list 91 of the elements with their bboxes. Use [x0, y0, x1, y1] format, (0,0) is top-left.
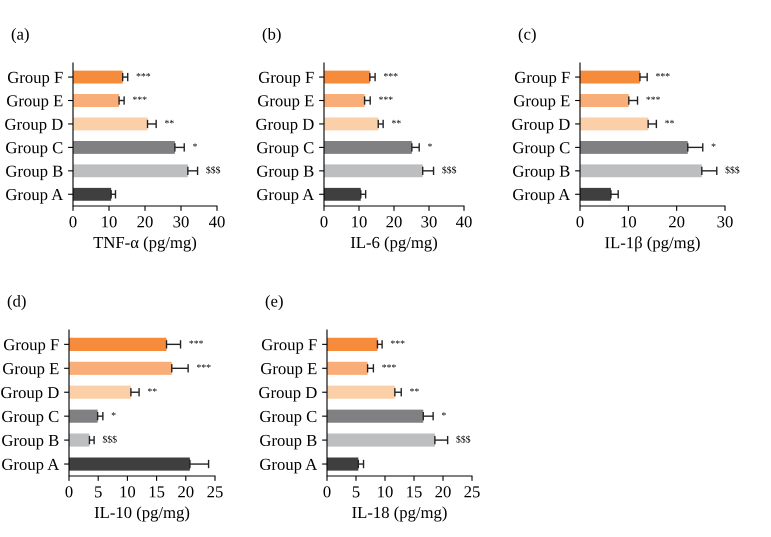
y-tick-label: Group C [260, 410, 316, 426]
x-tick-label: 25 [464, 486, 480, 498]
annotation: $$$ [442, 166, 456, 174]
x-tick-label: 0 [69, 216, 77, 228]
x-tick-label: 0 [576, 216, 584, 228]
annotation: *** [189, 340, 203, 344]
annotation: ** [164, 120, 174, 124]
annotation: ** [410, 388, 419, 392]
x-tick-label: 15 [407, 486, 422, 498]
y-tick-label: Group F [514, 72, 570, 86]
y-tick-label: Group F [8, 72, 63, 86]
annotation: ** [148, 388, 157, 392]
y-tick-label: Group B [513, 166, 570, 180]
annotation: $$$ [102, 435, 117, 444]
x-tick-label: 0 [320, 216, 328, 228]
x-tick-label: 25 [207, 486, 223, 498]
annotation: *** [132, 96, 147, 100]
y-tick-label: Group C [257, 142, 314, 157]
annotation: $$$ [206, 166, 220, 174]
x-tick-label: 40 [456, 216, 472, 228]
annotation: *** [656, 73, 670, 77]
annotation: *** [196, 364, 211, 368]
chart-title: (d) [8, 295, 26, 310]
y-tick-label: Group B [6, 166, 62, 180]
y-tick-label: Group E [514, 95, 570, 110]
x-axis-title: IL-6 (pg/mg) [350, 236, 438, 252]
x-tick-label: 0 [323, 486, 331, 498]
y-tick-label: Group E [258, 95, 314, 110]
annotation: *** [136, 73, 150, 77]
chart-title: (b) [262, 28, 281, 44]
x-tick-label: 10 [378, 486, 393, 498]
annotation: * [428, 143, 432, 147]
y-tick-label: Group A [513, 189, 570, 204]
y-tick-label: Group D [5, 118, 63, 134]
y-tick-label: Group D [512, 118, 570, 134]
annotation: $$$ [456, 435, 470, 444]
y-tick-label: Group A [260, 458, 318, 474]
y-tick-label: Group B [257, 166, 314, 180]
y-tick-label: Group E [261, 363, 316, 378]
y-tick-label: Group A [257, 189, 314, 204]
y-tick-label: Group B [2, 434, 58, 450]
x-axis-title: IL-18 (pg/mg) [352, 506, 447, 522]
annotation: ** [665, 120, 674, 124]
annotation: * [193, 143, 197, 147]
x-tick-label: 10 [352, 216, 367, 228]
x-axis-title: IL-1β (pg/mg) [605, 236, 700, 252]
annotation: * [712, 143, 716, 147]
y-tick-label: Group F [262, 339, 317, 354]
annotation: $$$ [726, 166, 740, 174]
x-tick-label: 20 [669, 216, 684, 228]
y-tick-label: Group A [2, 458, 60, 474]
chart-title: (a) [12, 28, 29, 44]
y-tick-label: Group C [513, 142, 570, 157]
x-axis-title: IL-10 (pg/mg) [94, 506, 190, 522]
x-tick-label: 20 [178, 486, 194, 498]
y-tick-label: Group B [260, 434, 316, 450]
x-tick-label: 20 [386, 216, 402, 228]
y-tick-label: Group C [2, 410, 58, 426]
chart-title: (c) [518, 28, 536, 44]
annotation: *** [379, 96, 393, 100]
chart-title: (e) [266, 295, 283, 310]
x-tick-label: 0 [65, 486, 73, 498]
y-tick-label: Group F [4, 339, 59, 354]
x-tick-label: 10 [120, 486, 136, 498]
annotation: *** [384, 73, 398, 77]
annotation: *** [382, 364, 396, 368]
y-tick-label: Group D [1, 386, 59, 402]
y-tick-label: Group A [6, 189, 64, 204]
y-tick-label: Group F [258, 72, 314, 86]
annotation: * [442, 412, 446, 416]
y-tick-label: Group E [7, 95, 62, 110]
x-tick-label: 20 [137, 216, 153, 228]
y-tick-label: Group E [3, 363, 58, 378]
x-axis-title: TNF-α (pg/mg) [93, 236, 196, 252]
y-tick-label: Group C [6, 142, 62, 157]
x-tick-label: 30 [173, 216, 189, 228]
annotation: *** [646, 96, 660, 100]
y-tick-label: Group D [256, 118, 314, 134]
x-tick-label: 20 [435, 486, 451, 498]
x-tick-label: 10 [102, 216, 117, 228]
x-tick-label: 30 [421, 216, 437, 228]
x-tick-label: 10 [621, 216, 636, 228]
annotation: * [112, 412, 116, 416]
y-tick-label: Group D [259, 386, 317, 402]
x-tick-label: 40 [208, 216, 225, 228]
x-tick-label: 5 [352, 486, 360, 498]
x-tick-label: 15 [150, 486, 164, 498]
x-tick-label: 30 [717, 216, 733, 228]
x-tick-label: 5 [95, 486, 102, 498]
annotation: ** [392, 120, 401, 124]
annotation: *** [390, 340, 405, 344]
